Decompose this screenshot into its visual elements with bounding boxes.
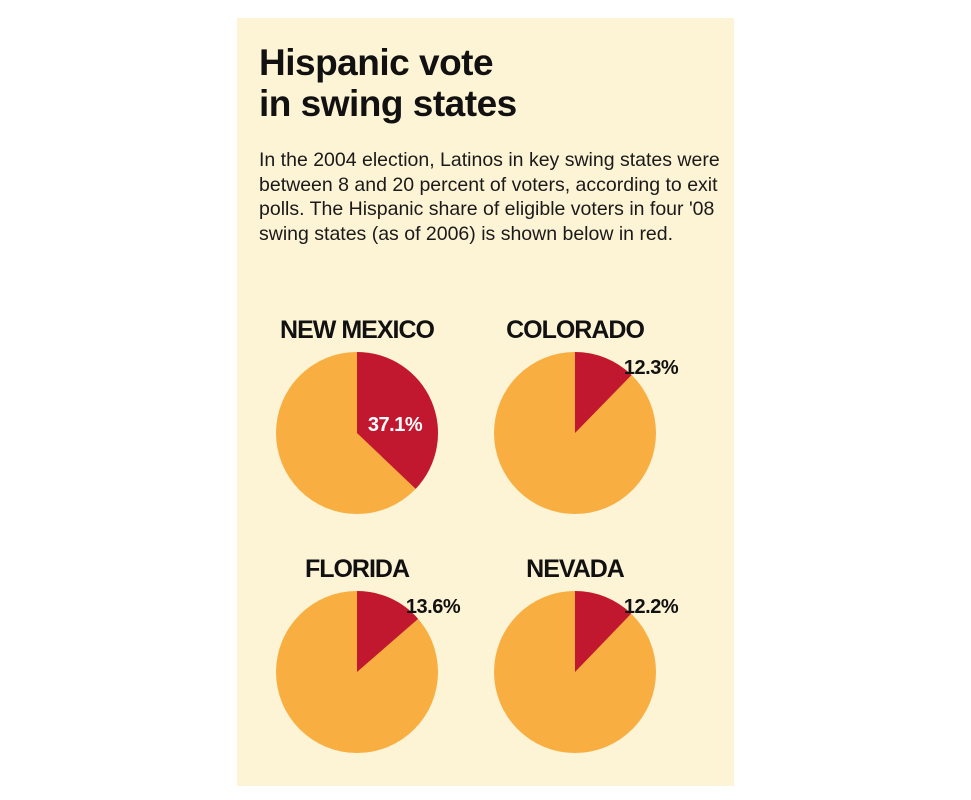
pie-slice-hispanic bbox=[357, 352, 438, 489]
pie-slice-hispanic bbox=[575, 591, 632, 672]
pie-data-label: 12.2% bbox=[624, 596, 679, 618]
pie-slice-hispanic bbox=[575, 352, 632, 433]
pie-data-label: 12.3% bbox=[624, 357, 679, 379]
pie-title: FLORIDA bbox=[305, 555, 410, 583]
pie-slice-hispanic bbox=[357, 591, 419, 672]
pie-title: NEW MEXICO bbox=[280, 316, 434, 344]
pie-new-mexico: NEW MEXICO 37.1% bbox=[276, 316, 438, 514]
subtitle: In the 2004 election, Latinos in key swi… bbox=[259, 149, 720, 245]
title-line-2: in swing states bbox=[259, 83, 517, 124]
pie-title: NEVADA bbox=[526, 555, 625, 583]
pie-data-label: 37.1% bbox=[368, 414, 423, 436]
pie-data-label: 13.6% bbox=[406, 596, 461, 618]
pie-title: COLORADO bbox=[506, 316, 644, 344]
pie-colorado: COLORADO 12.3% bbox=[494, 316, 679, 514]
title-line-1: Hispanic vote bbox=[259, 42, 494, 83]
pie-florida: FLORIDA 13.6% bbox=[276, 555, 461, 753]
page-title: Hispanic vote in swing states bbox=[259, 42, 517, 124]
pie-nevada: NEVADA 12.2% bbox=[494, 555, 679, 753]
